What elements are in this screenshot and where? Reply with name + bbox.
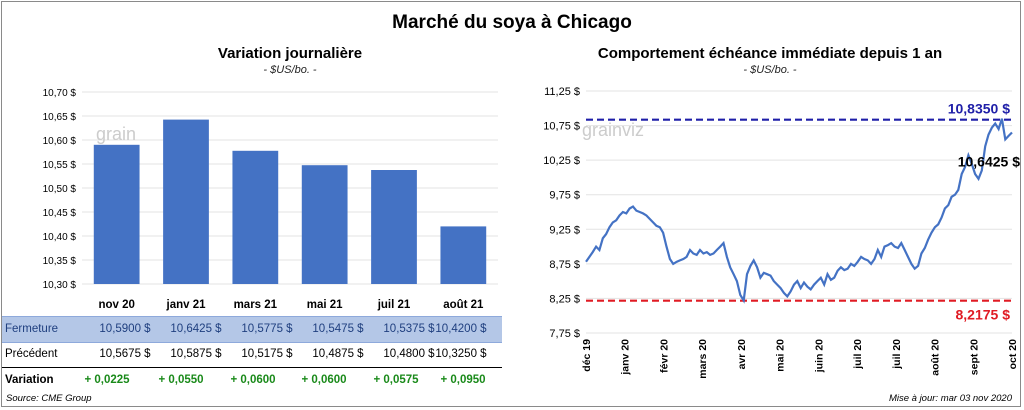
x-tick-label: déc 19	[581, 339, 593, 372]
table-cell: + 0,0225	[84, 374, 130, 386]
page-title: Marché du soya à Chicago	[392, 12, 632, 33]
y-tick-label: 10,75 $	[543, 121, 580, 133]
x-tick-label: juin 20	[813, 339, 825, 373]
bar	[93, 144, 140, 284]
update-note: Mise à jour: mar 03 nov 2020	[888, 393, 1012, 404]
last-value-label: 10,6425 $	[958, 153, 1020, 169]
x-tick-label: juil 20	[852, 339, 864, 370]
reference-label-max: 10,8350 $	[948, 101, 1010, 117]
trend-chart-subtitle: - $US/bo. -	[743, 64, 797, 76]
y-tick-label: 10,55 $	[43, 160, 77, 171]
table-row-previous: Précédent 10,5675 $ 10,5875 $ 10,5175 $ …	[2, 342, 502, 368]
bar	[440, 226, 487, 284]
x-tick-label: mai 21	[307, 299, 343, 311]
y-tick-label: 9,75 $	[549, 190, 580, 202]
bar	[301, 165, 348, 284]
x-tick-label: juil 20	[891, 339, 903, 370]
daily-chart-subtitle: - $US/bo. -	[263, 64, 317, 76]
x-tick-label: août 20	[930, 339, 942, 376]
y-tick-label: 9,25 $	[549, 224, 580, 236]
table-cell: + 0,0550	[158, 374, 204, 386]
x-tick-label: janv 21	[166, 299, 207, 311]
y-tick-label: 11,25 $	[544, 86, 580, 98]
table-cell: 10,6425 $	[170, 323, 222, 335]
x-tick-label: mars 20	[697, 339, 709, 379]
table-cell: 10,5375 $	[383, 323, 435, 335]
table-row-close: Fermeture 10,5900 $ 10,6425 $ 10,5775 $ …	[2, 316, 502, 343]
x-tick-label: févr 20	[658, 339, 670, 373]
table-cell: 10,5175 $	[241, 348, 293, 360]
x-tick-label: mai 20	[775, 339, 787, 372]
x-tick-label: oct 20	[1007, 339, 1019, 370]
table-cell: 10,4875 $	[312, 348, 364, 360]
y-tick-label: 7,75 $	[549, 328, 580, 340]
table-cell: 10,5900 $	[99, 323, 151, 335]
table-cell: + 0,0600	[301, 374, 347, 386]
x-tick-label: janv 20	[620, 339, 632, 376]
table-cell: 10,5475 $	[312, 323, 364, 335]
x-tick-label: mars 21	[234, 299, 278, 311]
reference-label-min: 8,2175 $	[956, 307, 1011, 323]
watermark-right: grainviz	[582, 120, 644, 140]
y-tick-label: 10,45 $	[43, 208, 77, 219]
table-cell: + 0,0575	[373, 374, 419, 386]
y-tick-label: 10,35 $	[43, 256, 77, 267]
trend-chart-title: Comportement échéance immédiate depuis 1…	[597, 45, 943, 62]
daily-chart-title: Variation journalière	[217, 45, 363, 62]
y-tick-label: 10,30 $	[43, 280, 77, 291]
table-cell: 10,5875 $	[170, 348, 222, 360]
row-label: Fermeture	[5, 323, 59, 335]
price-line	[585, 118, 1013, 304]
trend-line-chart: grainviz 7,75 $ 8,25 $ 8,75 $ 9,25 $ 9,75 $ 1…	[543, 86, 1020, 379]
table-cell: 10,5675 $	[99, 348, 151, 360]
table-cell: 10,4200 $	[435, 323, 487, 335]
row-label: Variation	[5, 374, 54, 386]
y-tick-label: 10,60 $	[43, 136, 77, 147]
table-cell: + 0,0600	[230, 374, 276, 386]
y-tick-label: 10,65 $	[43, 112, 77, 123]
y-tick-label: 10,70 $	[43, 88, 77, 99]
bar	[232, 150, 279, 284]
x-tick-label: avr 20	[736, 339, 748, 370]
daily-bar-chart: grain 10,30 $ 10,35 $ 10,40 $ 10,45 $ 10,50 …	[43, 88, 498, 311]
y-tick-label: 10,50 $	[43, 184, 77, 195]
y-tick-label: 8,75 $	[549, 259, 580, 271]
row-label: Précédent	[5, 348, 58, 360]
table-cell: + 0,0950	[440, 374, 486, 386]
source-note: Source: CME Group	[6, 393, 92, 404]
table-cell: 10,5775 $	[241, 323, 293, 335]
x-tick-label: août 21	[443, 299, 484, 311]
y-tick-label: 8,25 $	[549, 293, 580, 305]
bar	[163, 119, 209, 284]
table-cell: 10,4800 $	[383, 348, 435, 360]
bar	[371, 170, 417, 284]
watermark: grain	[96, 124, 136, 144]
table-cell: 10,3250 $	[435, 348, 487, 360]
x-tick-label: nov 20	[98, 299, 134, 311]
x-tick-label: juil 21	[377, 299, 411, 311]
x-tick-label: sept 20	[968, 339, 980, 375]
table-row-variation: Variation + 0,0225 + 0,0550 + 0,0600 + 0…	[2, 368, 502, 393]
y-tick-label: 10,40 $	[43, 232, 77, 243]
y-tick-label: 10,25 $	[543, 155, 580, 167]
